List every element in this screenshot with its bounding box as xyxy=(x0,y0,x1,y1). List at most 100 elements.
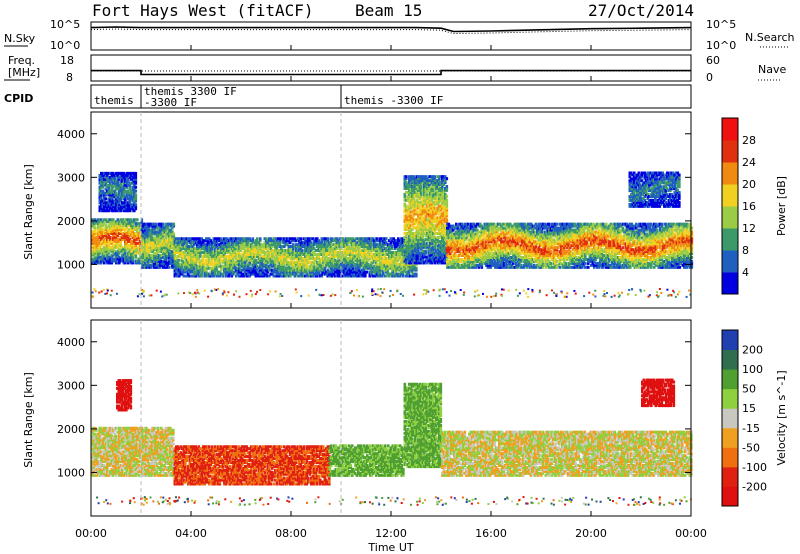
power-cell xyxy=(176,266,180,270)
power-cell xyxy=(98,218,102,222)
power-cell xyxy=(181,245,184,249)
power-cell xyxy=(142,242,146,246)
power-cell xyxy=(214,266,217,270)
power-cell xyxy=(196,249,199,252)
power-cell xyxy=(131,175,135,179)
power-cell xyxy=(97,251,100,255)
power-cell xyxy=(112,189,115,193)
power-cell xyxy=(160,242,164,246)
power-cell xyxy=(134,259,138,263)
power-cell xyxy=(169,240,173,244)
power-cell xyxy=(115,193,118,197)
power-cell xyxy=(221,249,225,252)
power-cell xyxy=(115,209,118,213)
power-cell xyxy=(127,261,130,265)
power-cell xyxy=(113,245,117,249)
power-cell xyxy=(147,252,150,256)
power-cell xyxy=(137,232,141,235)
power-cell xyxy=(223,264,226,268)
power-cell xyxy=(139,234,142,237)
power-cell xyxy=(236,272,240,276)
power-cell xyxy=(107,218,111,222)
power-cell xyxy=(212,251,216,254)
power-cell xyxy=(94,234,97,237)
power-cell xyxy=(197,274,201,278)
power-cell xyxy=(205,237,208,241)
power-cell xyxy=(127,251,130,255)
power-cell xyxy=(119,239,123,243)
power-cell xyxy=(221,254,225,258)
power-cell xyxy=(194,272,198,276)
power-cell xyxy=(101,222,105,226)
power-cell xyxy=(128,239,132,243)
power-cell xyxy=(179,249,183,252)
power-cell xyxy=(184,251,187,254)
power-cell xyxy=(176,254,180,258)
power-cell xyxy=(230,243,234,247)
power-cell xyxy=(124,255,127,259)
power-cell xyxy=(184,245,187,249)
power-cell xyxy=(230,256,234,260)
power-cell xyxy=(226,266,229,270)
power-cell xyxy=(104,179,108,183)
power-cell xyxy=(128,183,132,187)
power-cell xyxy=(137,222,141,226)
power-cell xyxy=(215,260,219,264)
power-cell xyxy=(113,193,117,197)
power-cell xyxy=(98,249,102,253)
power-cell xyxy=(241,245,244,249)
power-cell xyxy=(124,259,127,263)
power-cell xyxy=(150,228,153,232)
power-cell xyxy=(220,251,223,254)
power-cell xyxy=(159,222,162,226)
power-cell xyxy=(241,253,244,256)
power-cell xyxy=(119,247,123,251)
power-cell xyxy=(104,191,108,195)
power-cell xyxy=(200,258,204,262)
power-cell xyxy=(101,236,105,239)
power-cell xyxy=(150,240,153,244)
power-cell xyxy=(127,232,130,235)
power-cell xyxy=(110,207,114,211)
power-cell xyxy=(220,249,223,252)
power-cell xyxy=(224,270,228,274)
power-cell xyxy=(205,247,208,251)
power-cell xyxy=(124,236,127,239)
power-cell xyxy=(91,222,94,226)
power-cell xyxy=(115,187,118,191)
power-cell xyxy=(107,251,111,255)
power-cell xyxy=(223,256,226,260)
power-cell xyxy=(98,259,102,263)
power-cell xyxy=(128,251,132,255)
power-cell xyxy=(133,218,136,222)
power-cell xyxy=(200,262,204,266)
power-cell xyxy=(238,264,241,268)
power-cell xyxy=(130,173,133,177)
power-cell xyxy=(122,232,126,235)
power-cell xyxy=(153,240,156,244)
power-cell xyxy=(127,207,130,211)
power-cell xyxy=(159,248,162,252)
power-cell xyxy=(220,254,223,258)
power-cell xyxy=(178,253,181,256)
power-cell xyxy=(212,254,216,258)
power-cell xyxy=(103,171,106,175)
power-cell xyxy=(224,256,228,260)
power-cell xyxy=(190,268,193,272)
power-cell xyxy=(184,268,187,272)
power-cell xyxy=(124,199,127,203)
power-cell xyxy=(118,226,121,230)
power-cell xyxy=(233,254,237,258)
power-cell xyxy=(137,241,141,245)
power-cell xyxy=(150,236,153,240)
power-cell xyxy=(131,222,135,226)
power-cell xyxy=(160,232,164,236)
power-cell xyxy=(187,249,190,252)
power-cell xyxy=(116,187,120,191)
power-cell xyxy=(173,254,177,258)
power-cell xyxy=(190,241,193,245)
power-cell xyxy=(128,253,132,257)
power-cell xyxy=(160,224,164,228)
power-cell xyxy=(112,220,115,224)
power-cell xyxy=(175,266,178,270)
